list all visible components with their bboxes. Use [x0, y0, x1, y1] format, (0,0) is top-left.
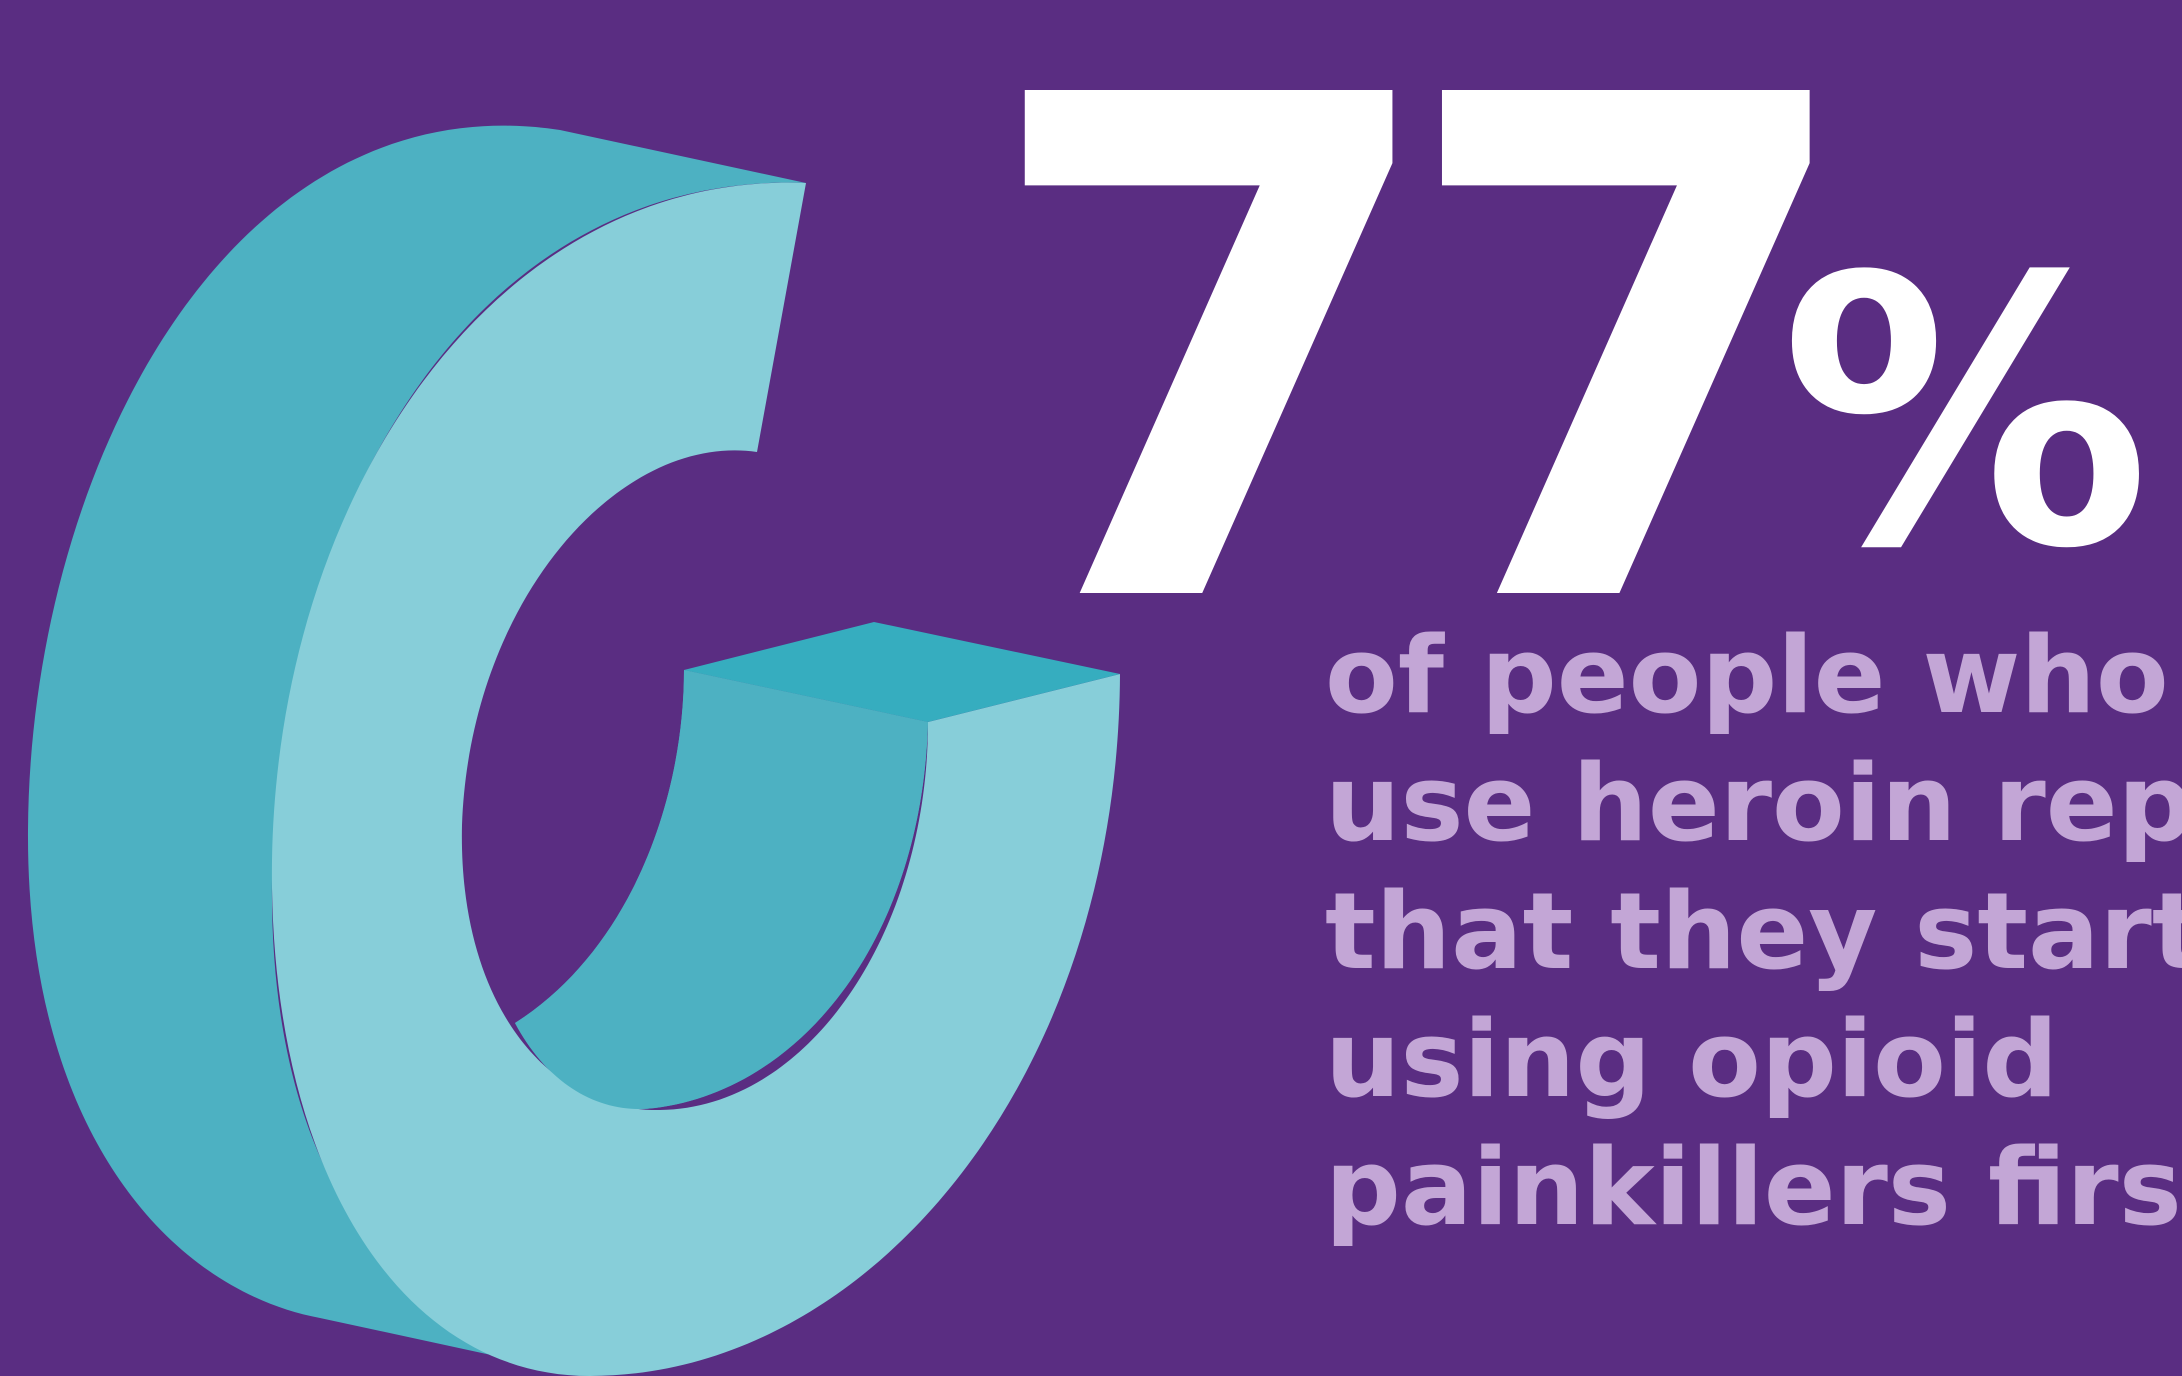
- stat-caption: of people who use heroin report that the…: [1325, 612, 2182, 1252]
- caption-line: using opioid: [1325, 998, 2059, 1121]
- stat-number: 77: [980, 0, 1863, 756]
- ring-cut-face: [684, 622, 1120, 722]
- caption-line: painkillers first.: [1325, 1126, 2182, 1249]
- caption-line: of people who: [1325, 614, 2169, 737]
- caption-line: that they started: [1325, 870, 2182, 993]
- caption-line: use heroin report: [1325, 742, 2182, 865]
- stat-percent-sign: %: [1780, 200, 2151, 630]
- ring-inner-wall: [515, 670, 928, 1109]
- ring-top-face: [271, 182, 1120, 1376]
